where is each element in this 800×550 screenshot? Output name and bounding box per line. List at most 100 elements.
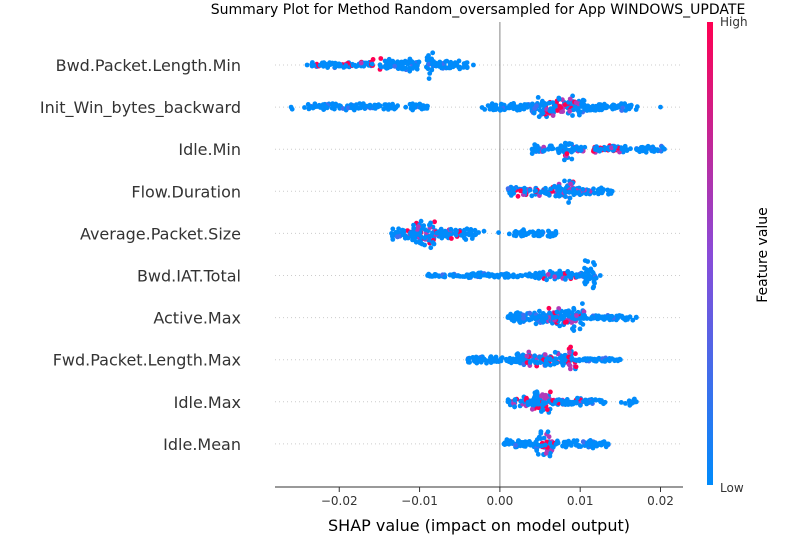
data-point <box>565 308 570 314</box>
data-point <box>634 146 639 152</box>
data-point <box>662 146 667 152</box>
data-point <box>521 105 526 111</box>
data-point <box>332 103 337 109</box>
data-point <box>634 399 639 405</box>
data-point <box>558 314 564 320</box>
data-point <box>498 272 504 277</box>
data-point <box>511 272 516 278</box>
data-point <box>567 350 572 355</box>
data-point <box>470 271 476 276</box>
data-point <box>559 144 565 150</box>
data-point <box>532 188 538 194</box>
data-point <box>532 106 538 111</box>
data-point <box>521 315 526 321</box>
data-point <box>438 232 443 238</box>
x-tick-label: 0.00 <box>487 494 514 508</box>
data-point <box>514 352 520 357</box>
feature-points <box>505 389 639 415</box>
feature-points <box>505 301 639 333</box>
data-point <box>658 104 663 110</box>
data-point <box>538 273 543 279</box>
data-point <box>529 406 535 412</box>
data-point <box>552 349 558 355</box>
data-point <box>630 317 636 323</box>
data-point <box>609 188 615 194</box>
feature-points <box>529 140 667 163</box>
data-point <box>530 229 536 235</box>
data-point <box>597 273 603 278</box>
data-point <box>386 102 392 108</box>
data-point <box>566 346 572 352</box>
data-point <box>378 63 383 69</box>
data-point <box>569 141 574 147</box>
data-point <box>588 266 594 272</box>
data-point <box>620 146 625 152</box>
data-point <box>550 113 556 118</box>
data-point <box>453 232 459 238</box>
data-point <box>506 231 512 237</box>
data-point <box>403 104 409 110</box>
data-point <box>369 61 375 67</box>
data-point <box>510 104 516 109</box>
feature-labels: Bwd.Packet.Length.Min Init_Win_bytes_back… <box>40 56 241 454</box>
feature-label: Idle.Max <box>174 393 241 412</box>
data-point <box>553 399 558 405</box>
data-point <box>565 269 571 275</box>
data-point <box>609 145 614 151</box>
data-point <box>562 354 567 359</box>
data-point <box>610 106 616 112</box>
data-point <box>566 189 572 195</box>
data-point <box>546 229 552 235</box>
data-point <box>616 103 621 109</box>
data-point <box>598 146 604 152</box>
data-point <box>623 401 628 406</box>
data-point <box>552 183 557 189</box>
feature-points <box>389 218 559 251</box>
data-point <box>560 109 566 114</box>
data-point <box>552 274 557 280</box>
data-point <box>546 191 552 197</box>
data-point <box>562 357 568 363</box>
data-point <box>556 397 562 403</box>
data-point <box>422 227 428 233</box>
data-point <box>562 157 567 163</box>
data-point <box>352 62 358 68</box>
data-point <box>537 354 542 360</box>
data-point <box>573 364 579 370</box>
data-point <box>443 59 448 64</box>
data-point <box>558 271 564 277</box>
feature-points <box>505 178 615 205</box>
data-point <box>526 349 532 355</box>
data-point <box>568 366 573 372</box>
data-point <box>415 232 421 238</box>
data-point <box>494 359 499 364</box>
data-point <box>454 228 459 234</box>
data-point <box>395 103 400 109</box>
x-ticks: −0.02 −0.01 0.00 0.01 0.02 <box>321 487 674 508</box>
data-point <box>574 357 580 363</box>
data-point <box>503 356 509 362</box>
data-point <box>550 108 556 114</box>
data-point <box>400 232 406 238</box>
data-point <box>533 315 539 321</box>
data-point <box>430 240 436 245</box>
data-point <box>466 272 472 278</box>
data-point <box>602 358 608 364</box>
data-point <box>358 105 363 111</box>
data-point <box>578 144 584 150</box>
row-gridlines <box>275 64 683 445</box>
data-point <box>592 147 598 153</box>
data-point <box>319 60 325 66</box>
data-point <box>557 323 563 329</box>
data-point <box>599 104 605 110</box>
data-point <box>505 105 510 111</box>
data-point <box>395 66 401 71</box>
data-point <box>583 270 589 275</box>
data-point <box>311 62 317 68</box>
data-point <box>428 245 434 251</box>
data-point <box>354 105 360 110</box>
data-point <box>571 307 577 312</box>
data-point <box>574 313 579 318</box>
data-point <box>572 189 578 195</box>
data-point <box>512 404 517 410</box>
